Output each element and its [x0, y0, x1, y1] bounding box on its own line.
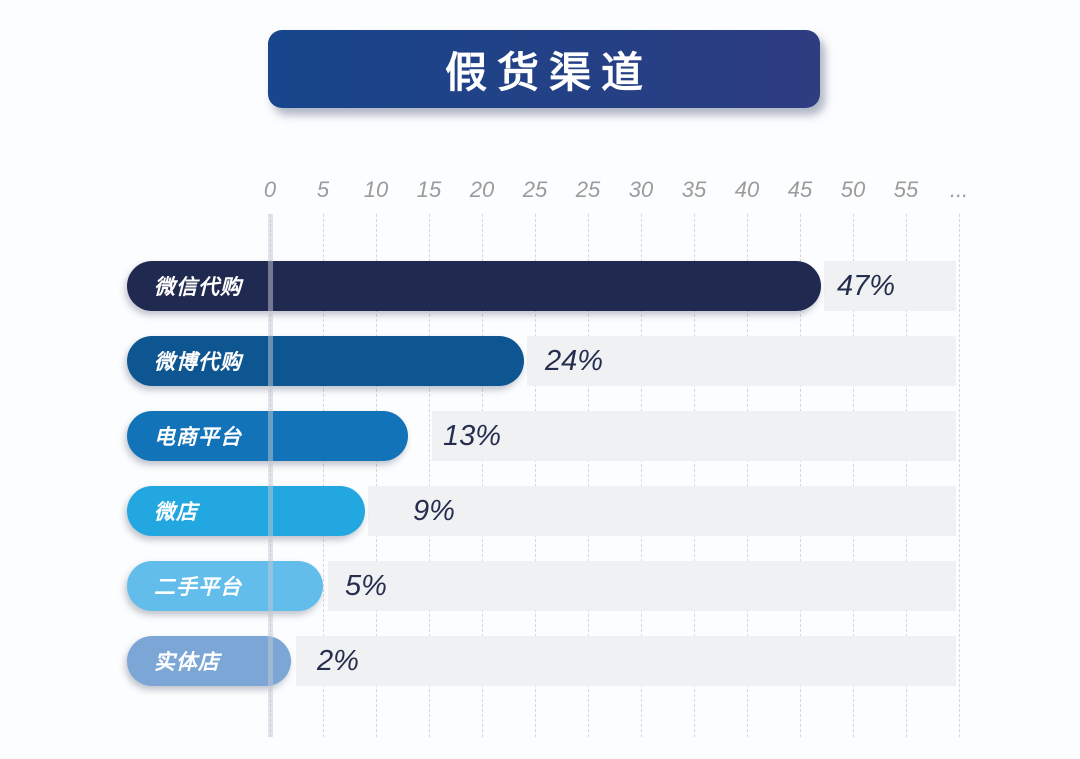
bar-value-label: 9%: [413, 494, 455, 527]
x-tick-label: 55: [893, 177, 919, 202]
bar-track: [296, 636, 956, 686]
gridline: [853, 214, 854, 737]
bar-category-label: 微博代购: [154, 351, 242, 374]
bar-category-label: 微信代购: [154, 276, 242, 299]
x-tick-label: 50: [840, 177, 866, 202]
bar-category-label: 微店: [154, 501, 198, 524]
x-tick-label: 40: [734, 177, 760, 202]
x-tick-label: 10: [363, 177, 389, 202]
bar-value-label: 47%: [837, 269, 896, 302]
x-tick-label: 5: [316, 177, 330, 202]
zero-axis-line: [268, 214, 273, 737]
gridline: [694, 214, 695, 737]
bar: 微博代购: [127, 336, 524, 386]
bar-track: [368, 486, 956, 536]
gridline: [376, 214, 377, 737]
page-title: 假货渠道: [444, 48, 653, 96]
x-tick-label: 30: [628, 177, 654, 202]
title-box: 假货渠道: [268, 30, 820, 108]
gridline: [323, 214, 324, 737]
bar-value-label: 5%: [345, 569, 387, 602]
x-tick-label: ...: [949, 177, 969, 202]
gridline: [747, 214, 748, 737]
bar-value-label: 24%: [545, 344, 604, 377]
x-tick-label: 15: [416, 177, 442, 202]
gridline: [906, 214, 907, 737]
gridline: [959, 214, 960, 737]
bar-track: [328, 561, 956, 611]
gridline: [429, 214, 430, 737]
bar: 微信代购: [127, 261, 821, 311]
x-tick-label: 0: [263, 177, 277, 202]
x-tick-label: 25: [522, 177, 548, 202]
gridline: [641, 214, 642, 737]
bar: 实体店: [127, 636, 291, 686]
x-tick-label: 35: [681, 177, 707, 202]
bar: 电商平台: [127, 411, 408, 461]
bar-category-label: 电商平台: [154, 426, 242, 449]
bar-value-label: 2%: [317, 644, 359, 677]
gridline: [800, 214, 801, 737]
x-tick-label: 25: [575, 177, 601, 202]
bar-category-label: 二手平台: [154, 576, 242, 599]
bar: 微店: [127, 486, 365, 536]
bar-track: [432, 411, 956, 461]
gridline: [535, 214, 536, 737]
bar-track: [824, 261, 956, 311]
gridline: [588, 214, 589, 737]
bar-category-label: 实体店: [154, 651, 220, 674]
bar: 二手平台: [127, 561, 323, 611]
x-tick-label: 45: [787, 177, 813, 202]
bar-value-label: 13%: [443, 419, 502, 452]
bar-track: [527, 336, 956, 386]
x-tick-label: 20: [469, 177, 495, 202]
gridline: [482, 214, 483, 737]
